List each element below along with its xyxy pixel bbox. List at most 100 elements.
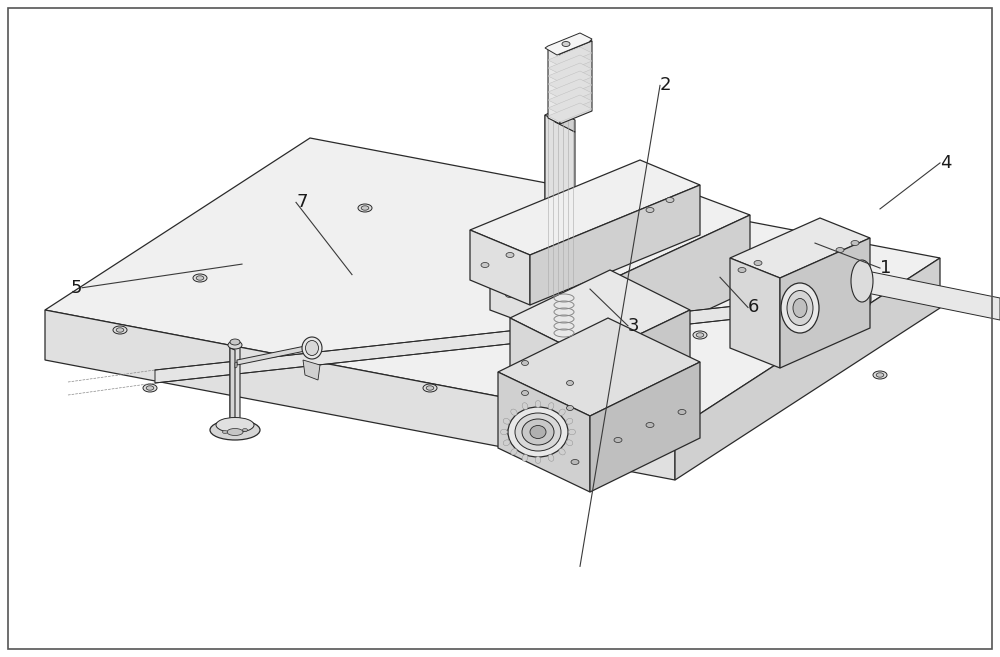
Text: 1: 1 (880, 259, 891, 277)
Polygon shape (560, 41, 592, 124)
Polygon shape (230, 345, 240, 423)
Ellipse shape (481, 263, 489, 267)
Ellipse shape (548, 455, 554, 461)
Ellipse shape (228, 341, 242, 349)
Text: 7: 7 (296, 193, 308, 212)
Ellipse shape (522, 361, 528, 365)
Ellipse shape (568, 429, 576, 435)
Text: 6: 6 (748, 298, 759, 317)
Ellipse shape (515, 413, 561, 451)
Ellipse shape (511, 409, 517, 415)
Ellipse shape (586, 332, 594, 338)
Ellipse shape (535, 457, 541, 463)
Ellipse shape (227, 428, 243, 436)
Ellipse shape (853, 284, 871, 312)
Ellipse shape (358, 204, 372, 212)
Ellipse shape (566, 380, 574, 386)
Ellipse shape (230, 339, 240, 345)
Ellipse shape (216, 417, 254, 432)
Ellipse shape (696, 333, 704, 337)
Polygon shape (590, 310, 690, 418)
Ellipse shape (563, 284, 577, 292)
Ellipse shape (836, 248, 844, 252)
Polygon shape (155, 292, 862, 383)
Polygon shape (230, 348, 235, 425)
Polygon shape (530, 185, 700, 305)
Ellipse shape (503, 440, 510, 445)
Polygon shape (548, 87, 592, 106)
Ellipse shape (616, 317, 624, 323)
Ellipse shape (426, 386, 434, 390)
Polygon shape (548, 71, 592, 90)
Ellipse shape (306, 340, 318, 355)
Ellipse shape (787, 290, 813, 325)
Polygon shape (490, 235, 610, 355)
Ellipse shape (302, 337, 322, 359)
Polygon shape (510, 270, 690, 358)
Ellipse shape (242, 428, 248, 432)
Ellipse shape (522, 403, 528, 409)
Ellipse shape (693, 331, 707, 339)
Ellipse shape (571, 459, 579, 464)
Polygon shape (498, 318, 700, 416)
Polygon shape (548, 55, 592, 74)
Polygon shape (730, 258, 780, 368)
Ellipse shape (538, 445, 546, 451)
Ellipse shape (511, 449, 517, 455)
Polygon shape (490, 170, 750, 280)
Ellipse shape (536, 277, 544, 283)
Ellipse shape (522, 455, 528, 461)
Ellipse shape (678, 409, 686, 415)
Ellipse shape (522, 390, 528, 396)
Ellipse shape (508, 407, 568, 457)
Polygon shape (548, 79, 592, 98)
Polygon shape (510, 318, 590, 418)
Ellipse shape (566, 440, 573, 445)
Ellipse shape (566, 405, 574, 411)
Ellipse shape (781, 283, 819, 333)
Ellipse shape (113, 326, 127, 334)
Ellipse shape (873, 371, 887, 379)
Polygon shape (548, 63, 592, 82)
Ellipse shape (793, 298, 807, 317)
Polygon shape (545, 110, 555, 285)
Text: 5: 5 (70, 279, 82, 297)
Polygon shape (610, 215, 750, 355)
Ellipse shape (506, 292, 514, 298)
Ellipse shape (614, 438, 622, 443)
Ellipse shape (548, 403, 554, 409)
Polygon shape (545, 115, 575, 302)
Ellipse shape (646, 208, 654, 212)
Polygon shape (862, 270, 1000, 320)
Polygon shape (303, 360, 320, 380)
Ellipse shape (530, 426, 546, 438)
Ellipse shape (146, 386, 154, 390)
Polygon shape (780, 238, 870, 368)
Ellipse shape (506, 430, 514, 434)
Ellipse shape (754, 260, 762, 265)
Ellipse shape (503, 419, 510, 424)
Polygon shape (545, 33, 592, 55)
Text: 4: 4 (940, 154, 952, 172)
Ellipse shape (210, 420, 260, 440)
Ellipse shape (506, 252, 514, 258)
Ellipse shape (566, 396, 574, 400)
Ellipse shape (738, 267, 746, 273)
Ellipse shape (851, 260, 873, 302)
Polygon shape (548, 95, 592, 114)
Polygon shape (45, 310, 675, 480)
Polygon shape (590, 362, 700, 492)
Ellipse shape (566, 419, 573, 424)
Ellipse shape (501, 429, 508, 435)
Ellipse shape (813, 306, 827, 314)
Ellipse shape (522, 419, 554, 445)
Ellipse shape (196, 276, 204, 280)
Ellipse shape (193, 274, 207, 282)
Polygon shape (470, 230, 530, 305)
Ellipse shape (559, 409, 565, 415)
Ellipse shape (143, 384, 157, 392)
Polygon shape (470, 160, 700, 255)
Ellipse shape (566, 286, 574, 290)
Polygon shape (498, 372, 590, 492)
Ellipse shape (666, 198, 674, 202)
